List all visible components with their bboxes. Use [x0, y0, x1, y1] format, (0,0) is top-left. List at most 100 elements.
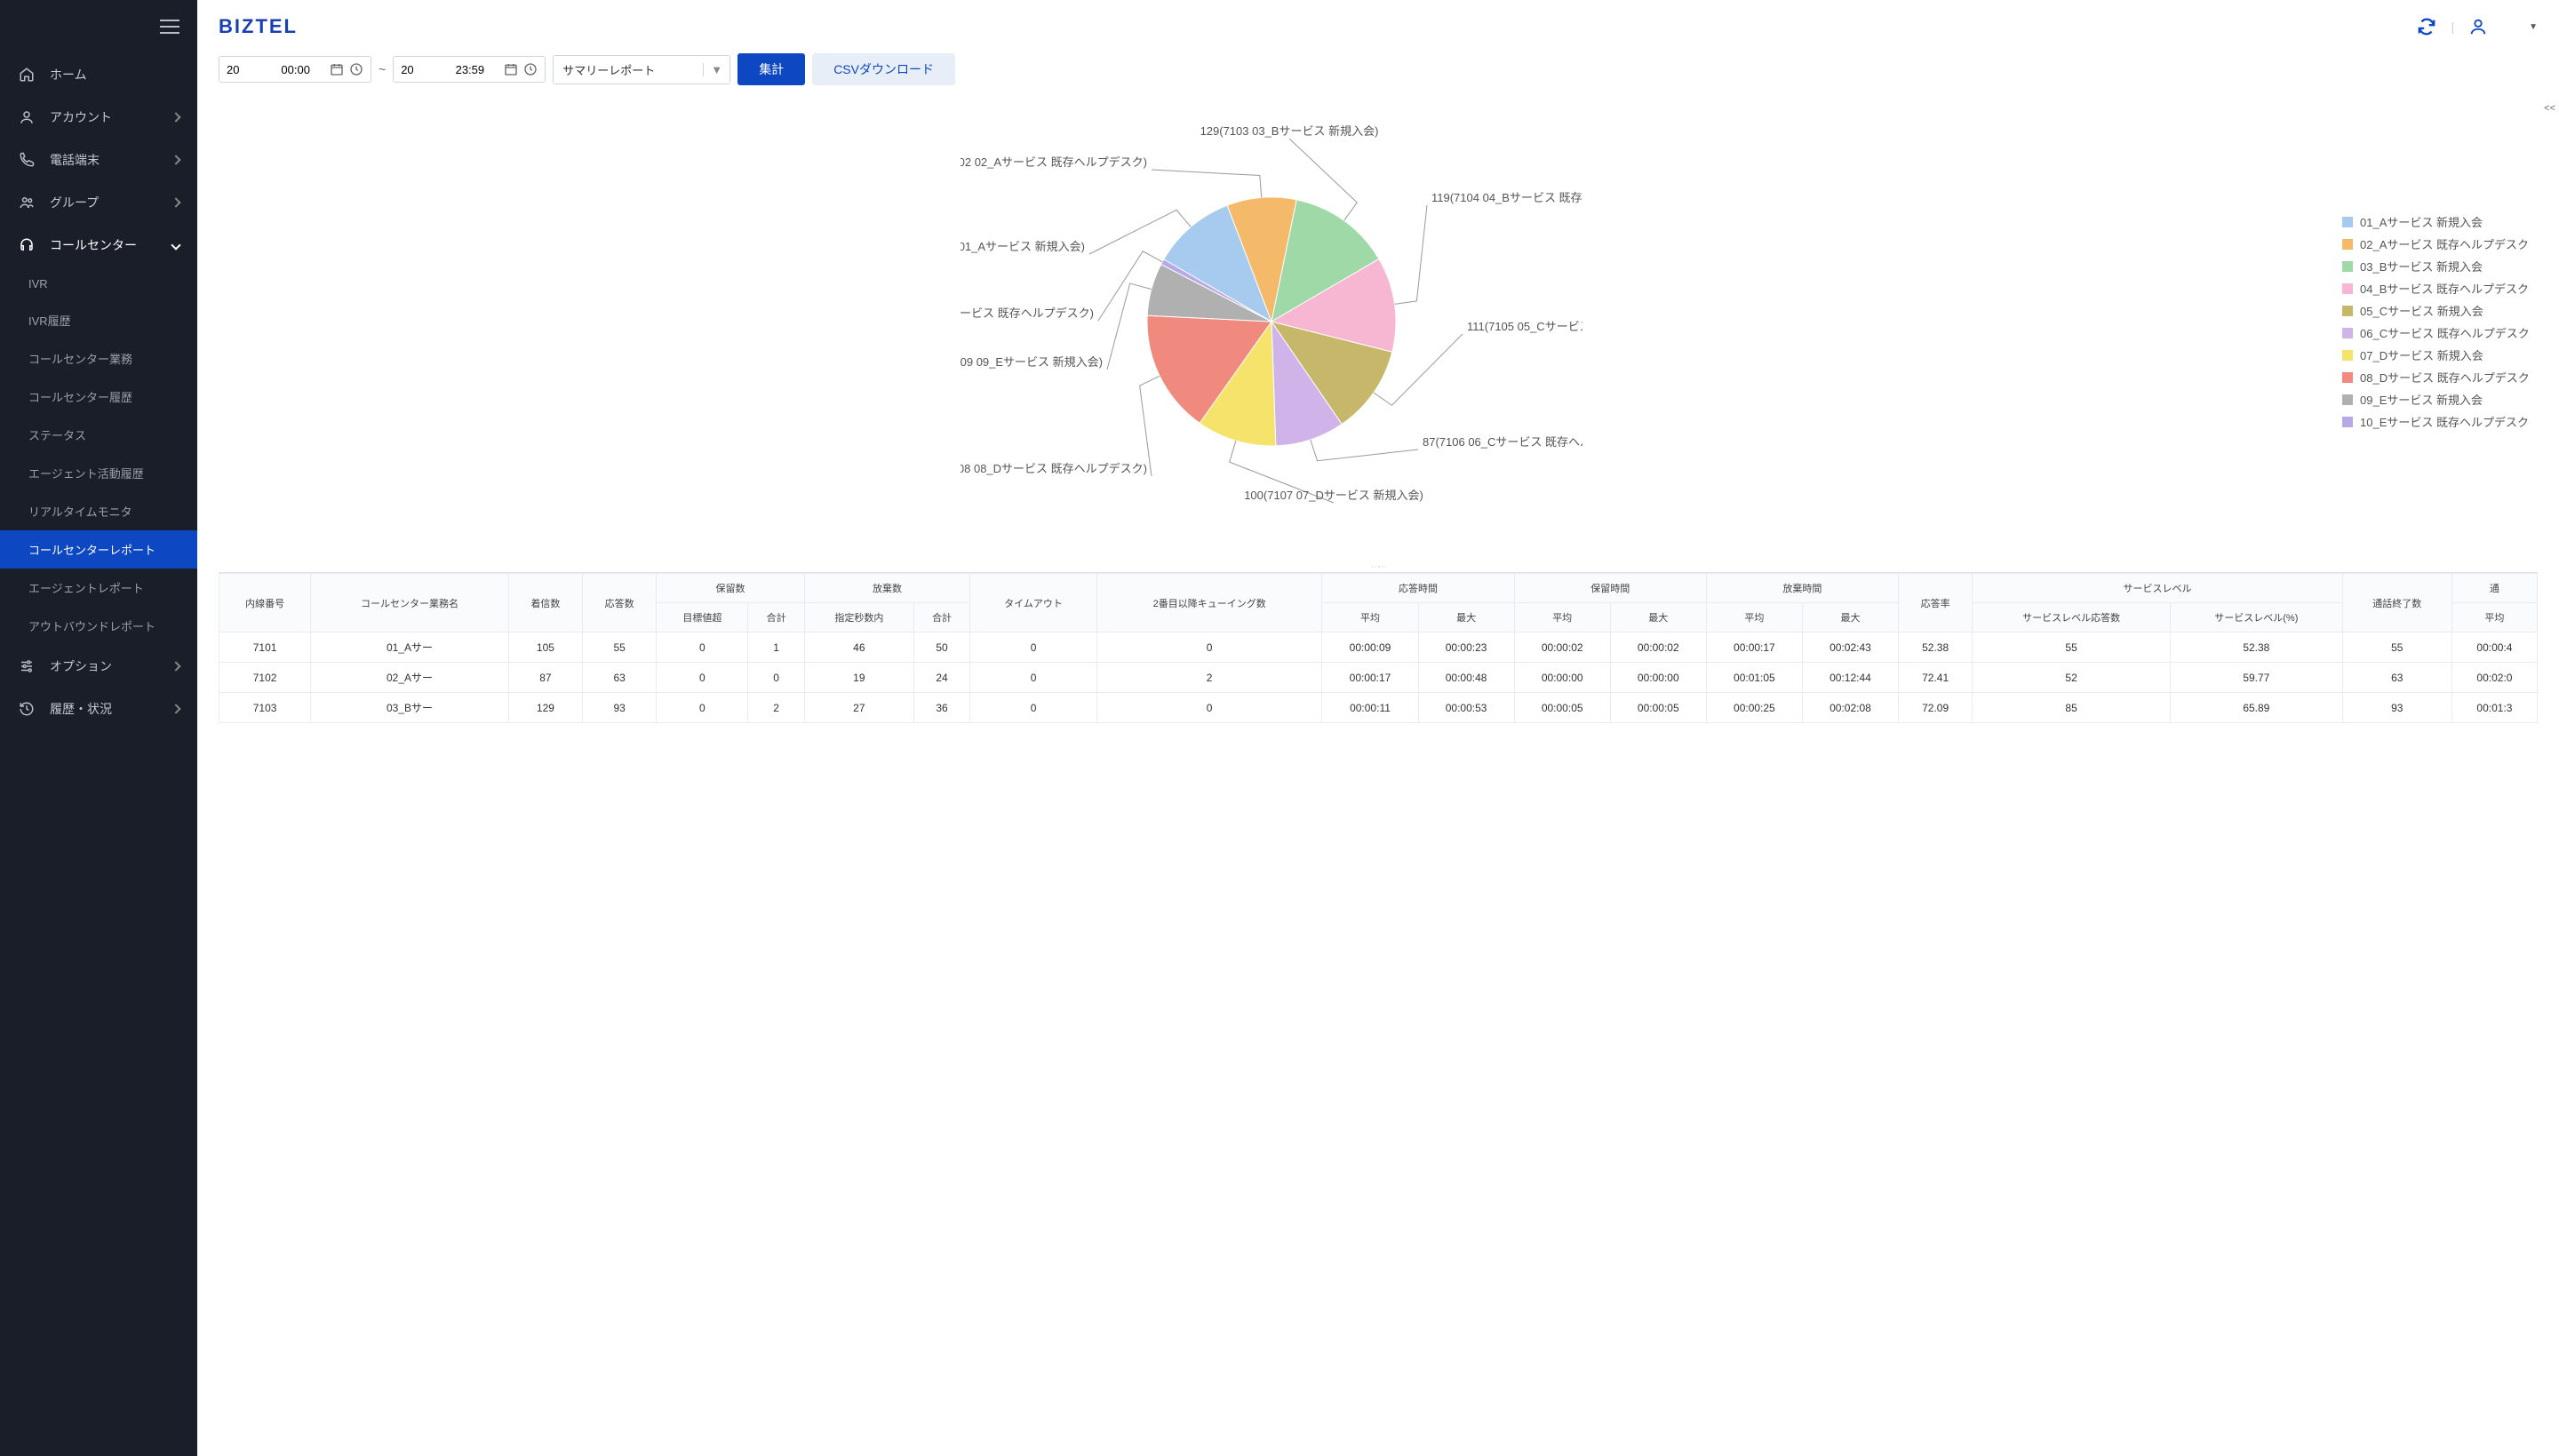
logo: BIZTEL: [219, 15, 298, 38]
legend-item[interactable]: 10_Eサービス 既存ヘルプデスク: [2342, 410, 2538, 433]
svg-text:100(7107 07_Dサービス 新規入会): 100(7107 07_Dサービス 新規入会): [1244, 489, 1423, 502]
subnav-ivr-history[interactable]: IVR履歴: [0, 301, 197, 339]
subnav-ivr[interactable]: IVR: [0, 267, 197, 301]
svg-text:129(7103 03_Bサービス 新規入会): 129(7103 03_Bサービス 新規入会): [1200, 124, 1379, 138]
report-type-value: サマリーレポート: [562, 61, 655, 78]
hamburger-menu-icon[interactable]: [160, 20, 179, 34]
sliders-icon: [18, 657, 36, 675]
svg-text:105(7101 01_Aサービス 新規入会): 105(7101 01_Aサービス 新規入会): [961, 240, 1085, 253]
legend-label: 06_Cサービス 既存ヘルプデスク: [2360, 324, 2530, 341]
refresh-icon[interactable]: [2417, 17, 2436, 36]
headset-icon: [18, 236, 36, 254]
legend-label: 02_Aサービス 既存ヘルプデスク: [2360, 235, 2529, 252]
legend-label: 04_Bサービス 既存ヘルプデスク: [2360, 280, 2529, 297]
csv-download-button[interactable]: CSVダウンロード: [812, 53, 955, 85]
subnav-agent-activity[interactable]: エージェント活動履歴: [0, 454, 197, 492]
legend-item[interactable]: 08_Dサービス 既存ヘルプデスク: [2342, 366, 2538, 388]
table-row[interactable]: 710101_Aサー105550146500000:00:0900:00:230…: [219, 633, 2538, 663]
nav-callcenter-label: コールセンター: [50, 236, 137, 254]
user-avatar-icon: [2468, 17, 2488, 36]
svg-text:87(7102 02_Aサービス 既存ヘルプデスク): 87(7102 02_Aサービス 既存ヘルプデスク): [961, 155, 1147, 169]
nav-group[interactable]: グループ: [0, 181, 197, 224]
nav-group-label: グループ: [50, 194, 99, 211]
legend-label: 07_Dサービス 新規入会: [2360, 346, 2483, 363]
legend-item[interactable]: 05_Cサービス 新規入会: [2342, 299, 2538, 322]
nav-option[interactable]: オプション: [0, 645, 197, 688]
chart-area: 105(7101 01_Aサービス 新規入会) 87(7102 02_Aサービス …: [219, 99, 2538, 561]
calendar-icon: [330, 62, 344, 76]
subnav-cc-report[interactable]: コールセンターレポート: [0, 530, 197, 569]
group-icon: [18, 194, 36, 211]
legend-swatch: [2342, 350, 2353, 361]
svg-text:119(7104 04_Bサービス 既存ヘルプデスク): 119(7104 04_Bサービス 既存ヘルプデスク): [1431, 191, 1582, 204]
svg-text:111(7105 05_Cサービス 新規入会): 111(7105 05_Cサービス 新規入会): [1467, 320, 1582, 333]
collapse-handle[interactable]: <<: [2544, 103, 2555, 114]
date-from-field[interactable]: [227, 63, 324, 76]
subnav-status[interactable]: ステータス: [0, 416, 197, 454]
legend-swatch: [2342, 306, 2353, 316]
subnav-realtime[interactable]: リアルタイムモニタ: [0, 492, 197, 530]
legend-swatch: [2342, 394, 2353, 405]
subnav-outbound[interactable]: アウトバウンドレポート: [0, 607, 197, 645]
chevron-down-icon: ▼: [2529, 22, 2538, 32]
legend-label: 10_Eサービス 既存ヘルプデスク: [2360, 413, 2529, 430]
legend-label: 01_Aサービス 新規入会: [2360, 213, 2483, 230]
topbar: BIZTEL | ▼: [197, 0, 2559, 53]
clock-icon: [349, 62, 363, 76]
nav-home-label: ホーム: [50, 66, 87, 84]
legend-swatch: [2342, 217, 2353, 227]
user-icon: [18, 108, 36, 126]
subnav-cc-history[interactable]: コールセンター履歴: [0, 378, 197, 416]
legend-label: 05_Cサービス 新規入会: [2360, 302, 2483, 319]
nav-phone[interactable]: 電話端末: [0, 139, 197, 181]
legend-item[interactable]: 04_Bサービス 既存ヘルプデスク: [2342, 277, 2538, 299]
user-menu[interactable]: ▼: [2468, 17, 2538, 36]
subnav-cc-work[interactable]: コールセンター業務: [0, 339, 197, 378]
legend-item[interactable]: 07_Dサービス 新規入会: [2342, 344, 2538, 366]
history-icon: [18, 700, 36, 718]
legend-item[interactable]: 09_Eサービス 新規入会: [2342, 388, 2538, 410]
table-row[interactable]: 710303_Bサー129930227360000:00:1100:00:530…: [219, 693, 2538, 723]
legend-label: 09_Eサービス 新規入会: [2360, 391, 2483, 408]
legend-swatch: [2342, 261, 2353, 272]
pie-chart: 105(7101 01_Aサービス 新規入会) 87(7102 02_Aサービス …: [961, 117, 1582, 526]
nav-account-label: アカウント: [50, 108, 112, 126]
svg-text:154(7108 08_Dサービス 既存ヘルプデスク): 154(7108 08_Dサービス 既存ヘルプデスク): [961, 462, 1147, 475]
sidebar: ホーム アカウント 電話端末 グループ コールセンター IVR IVR履歴 コー…: [0, 0, 197, 1456]
legend-item[interactable]: 03_Bサービス 新規入会: [2342, 255, 2538, 277]
resize-handle[interactable]: [219, 561, 2538, 572]
svg-text:7(7110 10_Eサービス 既存ヘルプデスク): 7(7110 10_Eサービス 既存ヘルプデスク): [961, 306, 1094, 320]
nav-account[interactable]: アカウント: [0, 96, 197, 139]
nav-home[interactable]: ホーム: [0, 53, 197, 96]
legend-item[interactable]: 06_Cサービス 既存ヘルプデスク: [2342, 322, 2538, 344]
nav-phone-label: 電話端末: [50, 151, 100, 169]
controls-bar: ~ サマリーレポート ▼ 集計 CSVダウンロード: [197, 53, 2559, 99]
legend-swatch: [2342, 328, 2353, 338]
chevron-down-icon: ▼: [703, 63, 721, 76]
report-type-select[interactable]: サマリーレポート ▼: [553, 55, 730, 84]
data-table: 内線番号 コールセンター業務名 着信数 応答数 保留数 放棄数 タイムアウト 2…: [219, 572, 2538, 723]
nav-history-label: 履歴・状況: [50, 700, 112, 718]
svg-text:87(7106 06_Cサービス 既存ヘルプデスク): 87(7106 06_Cサービス 既存ヘルプデスク): [1423, 435, 1582, 449]
legend-item[interactable]: 02_Aサービス 既存ヘルプデスク: [2342, 233, 2538, 255]
nav-option-label: オプション: [50, 657, 112, 675]
date-from-input[interactable]: [219, 56, 371, 83]
legend-label: 08_Dサービス 既存ヘルプデスク: [2360, 369, 2530, 386]
date-to-field[interactable]: [401, 63, 498, 76]
legend-swatch: [2342, 372, 2353, 383]
legend-swatch: [2342, 417, 2353, 427]
phone-icon: [18, 151, 36, 169]
home-icon: [18, 66, 36, 84]
legend-item[interactable]: 01_Aサービス 新規入会: [2342, 211, 2538, 233]
calendar-icon: [504, 62, 518, 76]
svg-text:66(7109 09_Eサービス 新規入会): 66(7109 09_Eサービス 新規入会): [961, 355, 1103, 369]
nav-history[interactable]: 履歴・状況: [0, 688, 197, 730]
nav-callcenter[interactable]: コールセンター: [0, 224, 197, 267]
clock-icon: [523, 62, 538, 76]
date-to-input[interactable]: [393, 56, 546, 83]
chart-legend: 01_Aサービス 新規入会 02_Aサービス 既存ヘルプデスク 03_Bサービス 新…: [2342, 211, 2538, 433]
aggregate-button[interactable]: 集計: [737, 53, 805, 85]
table-row[interactable]: 710202_Aサー87630019240200:00:1700:00:4800…: [219, 663, 2538, 693]
subnav-agent-report[interactable]: エージェントレポート: [0, 569, 197, 607]
legend-swatch: [2342, 239, 2353, 250]
